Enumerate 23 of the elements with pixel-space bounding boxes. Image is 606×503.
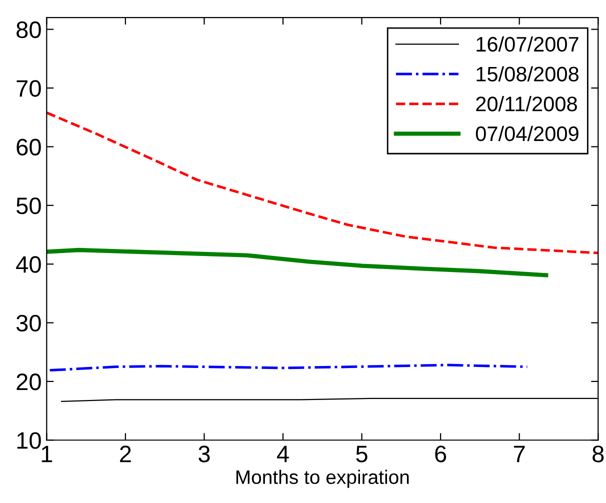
x-tick-label: 1 xyxy=(42,446,52,462)
legend-label: 07/04/2009 xyxy=(476,126,578,142)
x-axis-title: Months to expiration xyxy=(236,470,409,488)
y-tick-label: 60 xyxy=(16,138,41,156)
x-tick-label: 5 xyxy=(356,446,368,462)
line-series xyxy=(46,248,548,278)
y-tick-label: 70 xyxy=(16,80,41,97)
y-tick-label: 30 xyxy=(16,314,41,332)
x-tick-label: 6 xyxy=(435,446,446,462)
x-tick-label: 4 xyxy=(276,446,289,462)
y-tick-label: 80 xyxy=(16,21,41,38)
y-tick-label: 40 xyxy=(16,256,41,273)
y-tick-label: 50 xyxy=(16,197,41,214)
x-tick-label: 8 xyxy=(592,446,604,462)
legend-label: 16/07/2007 xyxy=(476,36,578,52)
line-series xyxy=(46,111,598,254)
legend-label: 20/11/2008 xyxy=(476,96,577,112)
legend-label: 15/08/2008 xyxy=(476,66,578,82)
x-tick-label: 7 xyxy=(514,446,525,462)
y-tick-label: 20 xyxy=(16,374,41,390)
y-tick-label: 10 xyxy=(17,432,41,449)
x-tick-label: 2 xyxy=(120,446,131,462)
x-tick-label: 3 xyxy=(198,446,210,462)
